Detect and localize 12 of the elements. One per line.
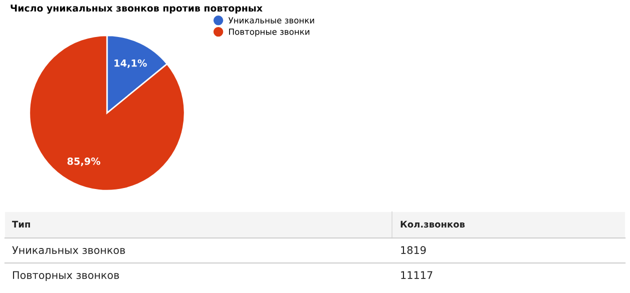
data-label: 85,9% [67,158,100,166]
legend-label: Повторные звонки [229,28,310,36]
text: Повторных звонков [13,271,119,282]
legend-label: Уникальные звонки [228,17,314,24]
text: 11117 [401,271,432,279]
text: Кол.звонков [400,220,465,228]
pie-slice [28,34,186,192]
text: 1819 [401,246,426,254]
text: Уникальных звонков [12,246,125,254]
text: Тип [12,220,30,228]
chart-title: Число уникальных звонков против повторных [10,4,262,14]
data-label: 14,1% [114,59,147,68]
